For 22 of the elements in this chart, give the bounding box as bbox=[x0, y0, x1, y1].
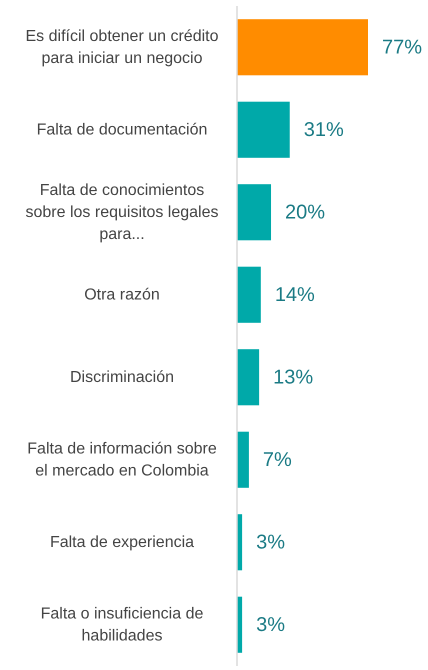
y-tick-label: Discriminación bbox=[70, 368, 174, 386]
y-tick-label: Es difícil obtener un crédito para iniciar un negocio bbox=[26, 28, 219, 67]
data-label: 20% bbox=[285, 201, 326, 224]
bar bbox=[237, 102, 290, 158]
data-label: 31% bbox=[304, 118, 344, 141]
y-tick-label: Otra razón bbox=[84, 286, 160, 304]
y-tick-label: Falta de información sobre el mercado en Colombia bbox=[27, 440, 217, 480]
data-label: 14% bbox=[274, 284, 316, 306]
bar bbox=[237, 349, 260, 406]
data-label: 3% bbox=[256, 614, 286, 636]
bar bbox=[237, 19, 368, 76]
data-label: 7% bbox=[262, 448, 292, 471]
bar bbox=[237, 432, 249, 488]
data-label: 3% bbox=[256, 531, 286, 554]
data-label: 13% bbox=[273, 366, 314, 388]
data-label: 77% bbox=[382, 36, 422, 58]
y-tick-label: Falta de experiencia bbox=[50, 534, 194, 551]
bar bbox=[237, 184, 272, 240]
y-tick-label: Falta de documentación bbox=[36, 121, 208, 138]
y-tick-label: Falta o insuficiencia de habilidades bbox=[40, 605, 204, 644]
bar bbox=[237, 266, 261, 323]
y-tick-label: Falta de conocimientos sobre los requisitos legales para... bbox=[26, 182, 218, 243]
